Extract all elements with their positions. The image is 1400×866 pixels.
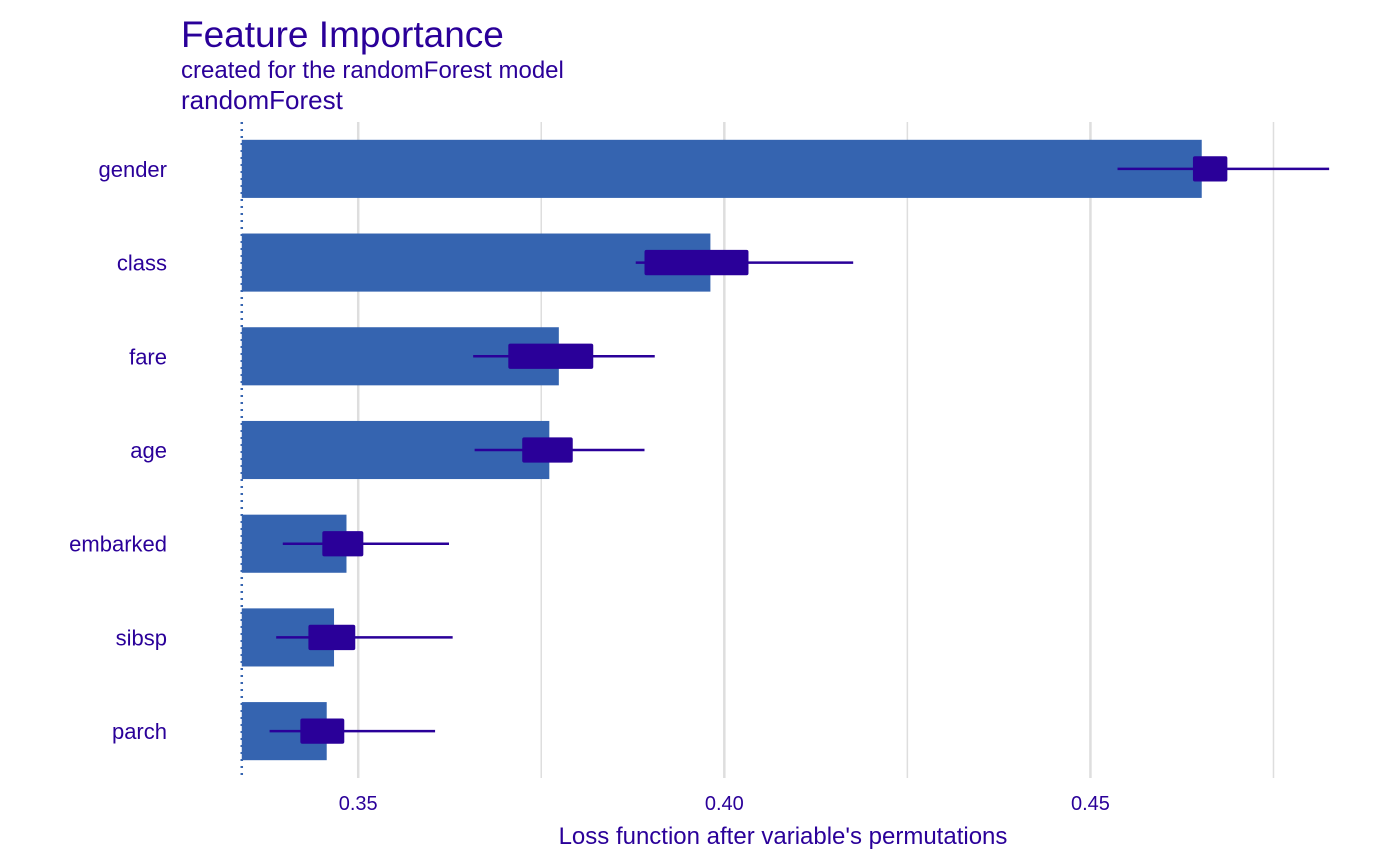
box-parch [300,718,345,744]
bar-class [241,233,711,292]
y-tick-label: parch [112,719,167,744]
y-tick-label: embarked [69,532,167,557]
model-label: randomForest [181,85,343,115]
box-fare [508,343,594,369]
y-tick-label: age [130,438,167,463]
box-gender [1192,156,1228,182]
chart-title: Feature Importance [181,14,504,55]
box-sibsp [308,624,356,651]
bars [241,139,1202,761]
y-tick-label: fare [129,344,167,369]
x-tick-label: 0.35 [339,793,378,815]
x-tick-label: 0.40 [705,793,744,815]
box-age [522,437,573,463]
x-axis-label: Loss function after variable's permutati… [559,823,1008,850]
y-tick-label: sibsp [116,625,167,650]
y-axis-labels: gender class fare age embarked sibsp parch [69,157,167,744]
bar-gender [241,139,1202,198]
y-tick-label: gender [98,157,167,182]
y-tick-label: class [117,251,167,276]
chart-subtitle: created for the randomForest model [181,57,564,84]
x-tick-label: 0.45 [1071,793,1110,815]
boxplots [269,156,1330,744]
x-axis-ticks: 0.35 0.40 0.45 [339,793,1110,815]
box-class [644,249,749,276]
box-embarked [322,531,364,557]
